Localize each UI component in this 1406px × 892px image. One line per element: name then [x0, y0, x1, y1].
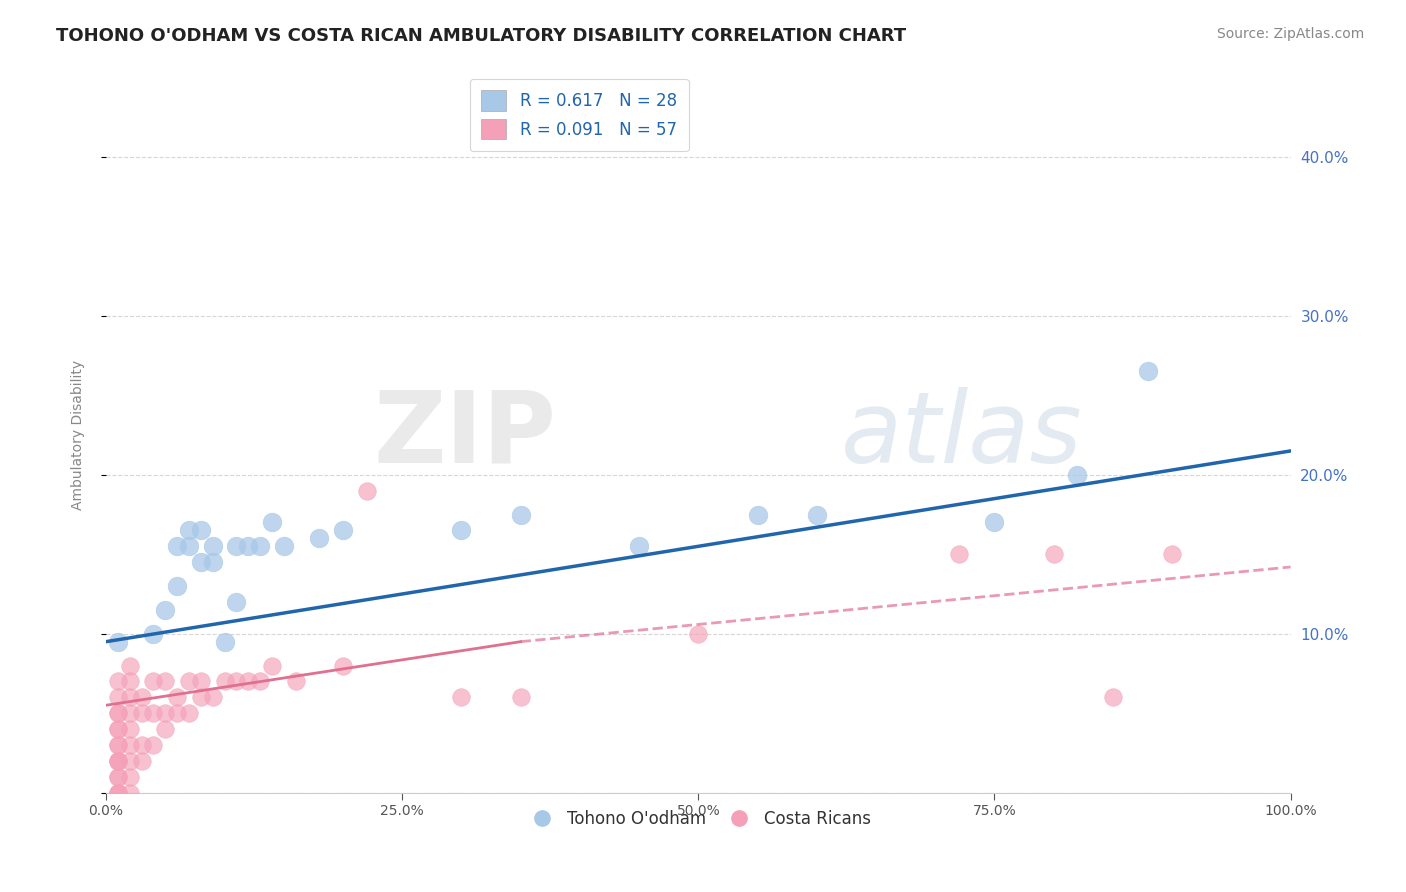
Point: [131, 690, 153, 705]
Point: [107, 738, 129, 752]
Point: [118, 770, 141, 784]
Point: [806, 508, 828, 522]
Point: [1102, 690, 1125, 705]
Text: atlas: atlas: [841, 386, 1083, 483]
Point: [166, 539, 188, 553]
Point: [190, 555, 212, 569]
Point: [131, 738, 153, 752]
Point: [308, 532, 330, 546]
Point: [142, 706, 165, 721]
Point: [107, 706, 129, 721]
Point: [107, 706, 129, 721]
Point: [948, 547, 970, 561]
Point: [1042, 547, 1064, 561]
Point: [107, 770, 129, 784]
Point: [107, 786, 129, 800]
Point: [118, 786, 141, 800]
Point: [131, 706, 153, 721]
Point: [155, 603, 177, 617]
Point: [214, 674, 236, 689]
Point: [131, 754, 153, 768]
Point: [509, 508, 531, 522]
Point: [118, 674, 141, 689]
Point: [118, 738, 141, 752]
Point: [142, 738, 165, 752]
Point: [166, 706, 188, 721]
Point: [118, 690, 141, 705]
Point: [166, 690, 188, 705]
Point: [155, 674, 177, 689]
Point: [107, 634, 129, 648]
Point: [332, 658, 354, 673]
Legend: Tohono O'odham, Costa Ricans: Tohono O'odham, Costa Ricans: [519, 803, 879, 834]
Text: ZIP: ZIP: [374, 386, 557, 483]
Point: [177, 539, 200, 553]
Point: [107, 770, 129, 784]
Point: [249, 674, 271, 689]
Point: [201, 539, 224, 553]
Point: [118, 754, 141, 768]
Point: [260, 516, 283, 530]
Point: [107, 786, 129, 800]
Point: [142, 626, 165, 640]
Point: [332, 524, 354, 538]
Point: [107, 738, 129, 752]
Point: [1137, 364, 1160, 378]
Point: [225, 539, 247, 553]
Point: [190, 690, 212, 705]
Point: [450, 690, 472, 705]
Point: [155, 706, 177, 721]
Point: [166, 579, 188, 593]
Point: [190, 524, 212, 538]
Point: [190, 674, 212, 689]
Point: [628, 539, 651, 553]
Point: [273, 539, 295, 553]
Point: [1066, 467, 1088, 482]
Point: [107, 690, 129, 705]
Point: [107, 722, 129, 736]
Point: [107, 754, 129, 768]
Text: Source: ZipAtlas.com: Source: ZipAtlas.com: [1216, 27, 1364, 41]
Point: [118, 658, 141, 673]
Point: [260, 658, 283, 673]
Point: [107, 674, 129, 689]
Point: [450, 524, 472, 538]
Point: [155, 722, 177, 736]
Point: [1161, 547, 1184, 561]
Point: [225, 674, 247, 689]
Point: [284, 674, 307, 689]
Point: [238, 539, 260, 553]
Point: [983, 516, 1005, 530]
Point: [214, 634, 236, 648]
Point: [509, 690, 531, 705]
Point: [177, 674, 200, 689]
Point: [356, 483, 378, 498]
Point: [142, 674, 165, 689]
Point: [238, 674, 260, 689]
Point: [201, 690, 224, 705]
Text: TOHONO O'ODHAM VS COSTA RICAN AMBULATORY DISABILITY CORRELATION CHART: TOHONO O'ODHAM VS COSTA RICAN AMBULATORY…: [56, 27, 907, 45]
Point: [225, 595, 247, 609]
Point: [747, 508, 769, 522]
Point: [118, 706, 141, 721]
Point: [249, 539, 271, 553]
Point: [107, 722, 129, 736]
Point: [107, 754, 129, 768]
Point: [177, 524, 200, 538]
Point: [201, 555, 224, 569]
Point: [107, 786, 129, 800]
Point: [688, 626, 710, 640]
Point: [118, 722, 141, 736]
Y-axis label: Ambulatory Disability: Ambulatory Disability: [72, 360, 86, 510]
Point: [107, 754, 129, 768]
Point: [177, 706, 200, 721]
